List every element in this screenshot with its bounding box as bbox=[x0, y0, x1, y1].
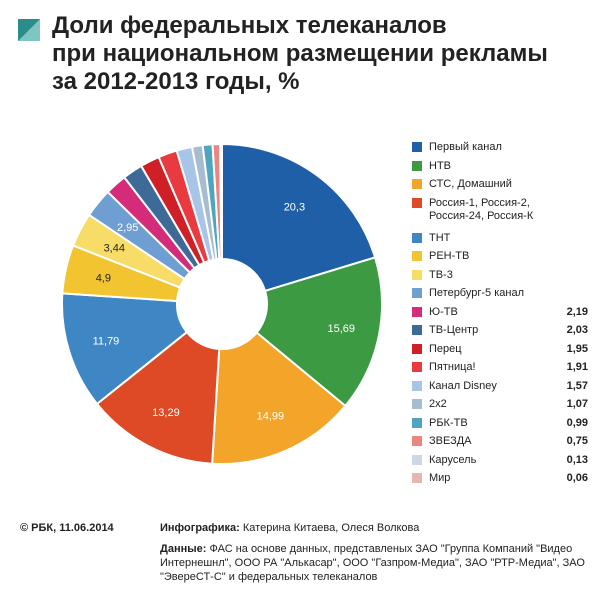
header-accent-icon bbox=[18, 19, 40, 41]
legend-label: ТВ-Центр bbox=[429, 324, 479, 336]
legend-label: ЗВЕЗДА bbox=[429, 435, 472, 447]
legend-item: Ю-ТВ 2,19 bbox=[412, 305, 588, 324]
legend-value: 2,19 bbox=[566, 305, 588, 318]
credits-label: Инфографика: bbox=[160, 522, 240, 534]
legend-item: Петербург-5 канал bbox=[412, 286, 588, 305]
pie-slice-18 bbox=[220, 142, 223, 261]
donut-chart: 20,3 15,69 14,99 13,29 11,79 4,9 3,44 2,95 bbox=[61, 142, 383, 465]
chart-title-line-2: при национальном размещении рекламы bbox=[52, 40, 548, 67]
legend-item: Перец 1,95 bbox=[412, 342, 588, 361]
legend-swatch bbox=[412, 197, 422, 208]
legend-swatch bbox=[412, 436, 422, 446]
chart-title: Доли федеральных телеканалов при национа… bbox=[52, 12, 592, 96]
legend-label: ТВ-3 bbox=[429, 268, 453, 281]
legend-label: Ю-ТВ bbox=[429, 305, 458, 318]
legend-value: 1,07 bbox=[566, 398, 588, 410]
legend-label: 2x2 bbox=[429, 398, 447, 410]
legend-item: ТВ-3 bbox=[412, 268, 588, 287]
legend-item: ЗВЕЗДА 0,75 bbox=[412, 434, 588, 453]
sources-label: Данные: bbox=[160, 543, 207, 555]
pie-slice-label-8: 2,95 bbox=[117, 222, 138, 234]
legend-swatch bbox=[412, 232, 422, 243]
legend-item: СТС, Домашний bbox=[412, 177, 588, 196]
legend-item: Первый канал bbox=[412, 140, 588, 159]
legend-swatch bbox=[412, 473, 422, 483]
legend-swatch bbox=[412, 179, 422, 189]
legend-label: Канал Disney bbox=[429, 379, 497, 392]
legend-swatch bbox=[412, 380, 422, 391]
legend-swatch bbox=[412, 306, 422, 317]
chart-title-line-3: за 2012-2013 годы, % bbox=[52, 68, 300, 95]
legend-label: НТВ bbox=[429, 159, 451, 172]
pie-slice-label-4: 13,29 bbox=[152, 407, 180, 419]
legend-swatch bbox=[412, 343, 422, 354]
legend-value: 0,99 bbox=[566, 416, 588, 429]
legend-swatch bbox=[412, 362, 422, 372]
pie-slice-label-1: 20,3 bbox=[284, 201, 305, 213]
credits: Инфографика: Катерина Китаева, Олеся Вол… bbox=[160, 522, 419, 534]
credits-text: Катерина Китаева, Олеся Волкова bbox=[239, 522, 420, 534]
legend-item: РБК-ТВ 0,99 bbox=[412, 416, 588, 435]
legend-label: Мир bbox=[429, 472, 451, 484]
legend-label: Первый канал bbox=[429, 141, 502, 153]
sources-text: ФАС на основе данных, представленых ЗАО … bbox=[160, 543, 585, 583]
chart-title-line-1: Доли федеральных телеканалов bbox=[52, 12, 447, 39]
legend-label: Перец bbox=[429, 342, 462, 355]
pie-slice-1 bbox=[221, 142, 377, 293]
pie-slice-label-2: 15,69 bbox=[327, 323, 355, 335]
legend-value: 0,13 bbox=[566, 453, 588, 466]
legend-value: 0,06 bbox=[566, 472, 588, 484]
pie-slice-4 bbox=[95, 330, 221, 465]
legend-item: НТВ bbox=[412, 159, 588, 178]
legend-swatch bbox=[412, 142, 422, 152]
pie-slice-label-7: 3,44 bbox=[104, 243, 125, 255]
legend-value: 1,91 bbox=[566, 361, 588, 373]
legend-item: Канал Disney 1,57 bbox=[412, 379, 588, 398]
legend-item: Карусель 0,13 bbox=[412, 453, 588, 472]
legend-swatch bbox=[412, 454, 422, 465]
legend-label: Пятница! bbox=[429, 361, 476, 373]
legend-label: Петербург-5 канал bbox=[429, 287, 524, 299]
copyright: © РБК, 11.06.2014 bbox=[20, 522, 114, 534]
legend-label: РБК-ТВ bbox=[429, 416, 468, 429]
legend-label: СТС, Домашний bbox=[429, 178, 512, 190]
pie-slice-5 bbox=[61, 292, 189, 406]
legend-item: Мир 0,06 bbox=[412, 471, 588, 490]
legend-swatch bbox=[412, 160, 422, 171]
pie-slice-label-3: 14,99 bbox=[257, 411, 285, 423]
legend-value: 2,03 bbox=[566, 324, 588, 336]
legend-label: Карусель bbox=[429, 453, 477, 466]
legend-item: Россия-1, Россия-2, Россия-24, Россия-К bbox=[412, 196, 588, 231]
pie-slice-2 bbox=[255, 256, 383, 408]
legend-label: ТНТ bbox=[429, 231, 451, 244]
pie-slice-label-6: 4,9 bbox=[96, 272, 111, 284]
legend-item: РЕН-ТВ bbox=[412, 249, 588, 268]
pie-slice-3 bbox=[211, 331, 347, 465]
legend-item: Пятница! 1,91 bbox=[412, 360, 588, 379]
legend-swatch bbox=[412, 325, 422, 335]
legend-item: 2x2 1,07 bbox=[412, 397, 588, 416]
legend-swatch bbox=[412, 288, 422, 298]
pie-slice-label-5: 11,79 bbox=[93, 335, 120, 347]
legend-swatch bbox=[412, 251, 422, 261]
legend-item: ТВ-Центр 2,03 bbox=[412, 323, 588, 342]
data-sources: Данные: ФАС на основе данных, представле… bbox=[160, 542, 590, 584]
legend-swatch bbox=[412, 417, 422, 428]
chart-legend: Первый канал НТВ СТС, Домашний Россия-1, Ро… bbox=[412, 140, 588, 490]
legend-label: РЕН-ТВ bbox=[429, 250, 470, 262]
legend-swatch bbox=[412, 399, 422, 409]
legend-value: 1,57 bbox=[566, 379, 588, 392]
legend-value: 1,95 bbox=[566, 342, 588, 355]
legend-swatch bbox=[412, 269, 422, 280]
legend-value: 0,75 bbox=[566, 435, 588, 447]
legend-label: Россия-1, Россия-2, Россия-24, Россия-К bbox=[429, 196, 534, 222]
legend-item: ТНТ bbox=[412, 231, 588, 250]
